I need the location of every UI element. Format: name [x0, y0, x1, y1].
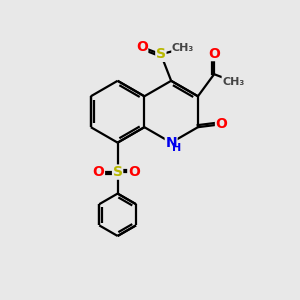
Text: N: N [165, 136, 177, 150]
Text: O: O [208, 46, 220, 61]
Text: O: O [136, 40, 148, 54]
Text: CH₃: CH₃ [172, 44, 194, 53]
Text: O: O [216, 117, 227, 131]
Text: O: O [128, 165, 140, 179]
Text: CH₃: CH₃ [222, 76, 244, 86]
Text: H: H [172, 143, 181, 153]
Text: S: S [112, 165, 123, 179]
Text: O: O [92, 165, 104, 179]
Text: S: S [156, 47, 166, 61]
